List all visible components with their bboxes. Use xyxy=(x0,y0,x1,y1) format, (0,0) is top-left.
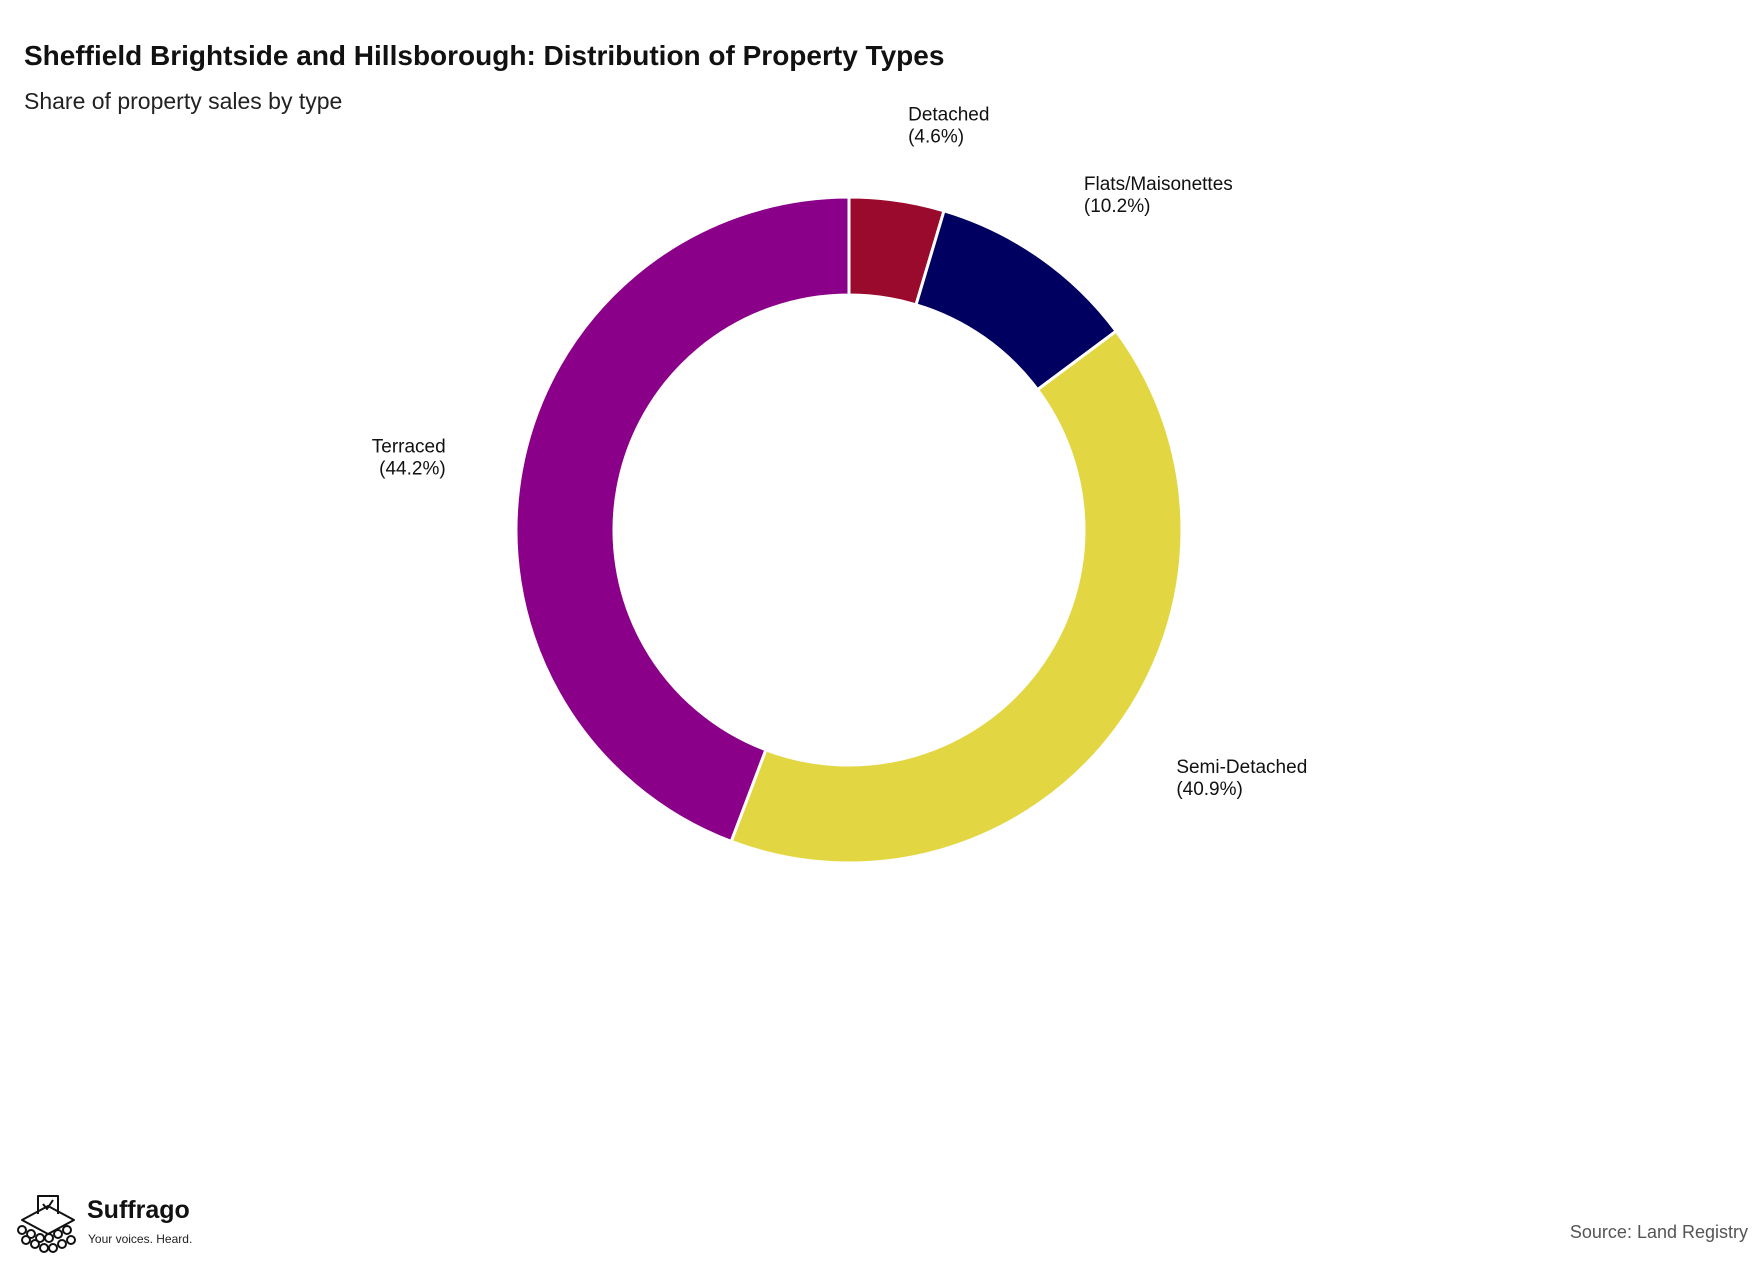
chart-subtitle: Share of property sales by type xyxy=(24,88,343,114)
slice-label-name: Flats/Maisonettes xyxy=(1084,174,1233,195)
donut-slice-semi-detached xyxy=(729,329,1184,865)
donut-labels: Detached(4.6%) Flats/Maisonettes(10.2%) Se… xyxy=(372,104,1308,800)
slice-label-value: (40.9%) xyxy=(1176,779,1243,800)
donut-slice-terraced xyxy=(514,195,851,844)
chart-title: Sheffield Brightside and Hillsborough: D… xyxy=(24,40,945,71)
slice-label-name: Terraced xyxy=(372,436,446,457)
slice-label-name: Detached xyxy=(908,104,989,125)
donut-slices xyxy=(514,195,1184,865)
slice-label-value: (10.2%) xyxy=(1084,196,1151,217)
slice-label-value: (4.6%) xyxy=(908,126,964,147)
brand-tagline: Your voices. Heard. xyxy=(88,1232,193,1246)
brand-name: Suffrago xyxy=(87,1196,190,1224)
slice-label-value: (44.2%) xyxy=(379,458,446,479)
source-note: Source: Land Registry xyxy=(1569,1222,1748,1242)
ballot-box-icon xyxy=(17,1195,76,1253)
slice-label-name: Semi-Detached xyxy=(1176,757,1307,778)
